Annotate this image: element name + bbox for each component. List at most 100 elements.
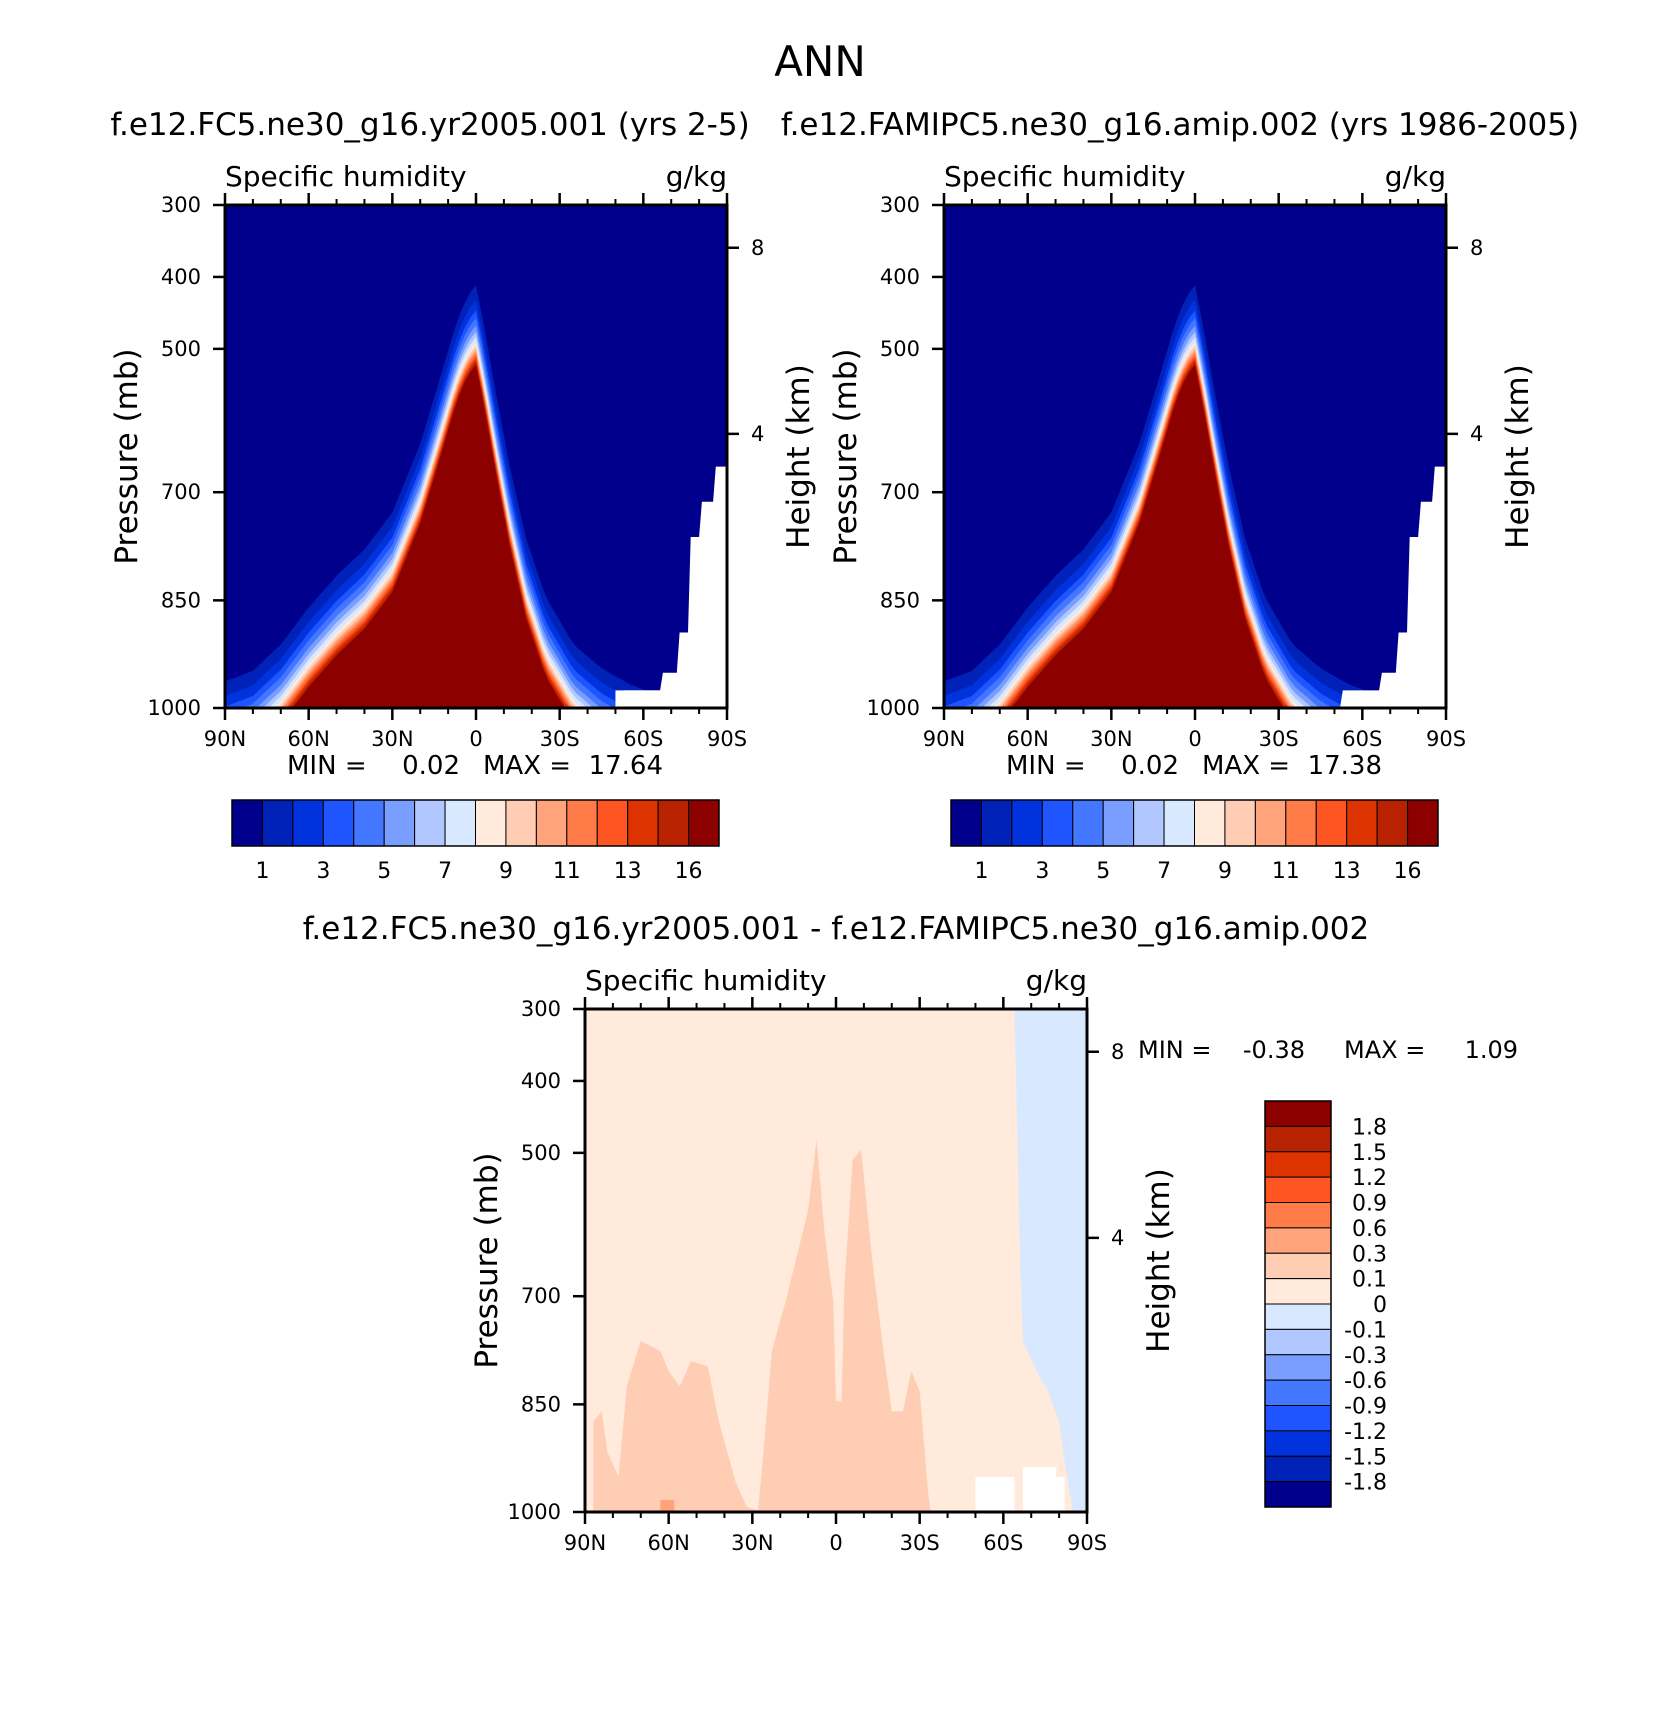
y-tick-label: 1000	[148, 696, 201, 720]
colorbar-swatch	[1264, 1328, 1332, 1356]
colorbar-label: -0.6	[1344, 1369, 1387, 1394]
colorbar-label: -0.9	[1344, 1395, 1387, 1420]
colorbar-label: 1.2	[1352, 1166, 1387, 1191]
y-tick-label: 500	[161, 337, 201, 361]
x-tick-label: 90N	[204, 727, 246, 751]
min-label: MIN =	[1138, 1036, 1211, 1064]
colorbar-label: 7	[1157, 859, 1171, 884]
surface-mask	[1306, 466, 1446, 708]
colorbar-swatch	[688, 799, 720, 847]
min-value: -0.38	[1243, 1036, 1305, 1064]
y2-tick-label: 8	[1470, 236, 1483, 260]
y-axis-label: Pressure (mb)	[828, 348, 864, 564]
x-tick-label: 0	[469, 727, 482, 751]
colorbar-swatch	[1346, 799, 1378, 847]
y-tick-label: 850	[521, 1392, 561, 1416]
min-label: MIN =	[1006, 751, 1086, 781]
colorbar-swatch	[1133, 799, 1165, 847]
colorbar-swatch	[1011, 799, 1043, 847]
panel-units-label: g/kg	[666, 160, 727, 193]
contour-band	[1014, 1009, 1087, 1512]
colorbar-swatch	[1264, 1227, 1332, 1254]
y-tick-label: 700	[880, 480, 920, 504]
colorbar-swatch	[1376, 799, 1409, 847]
colorbar-swatch	[1264, 1125, 1332, 1153]
x-tick-label: 60S	[623, 727, 663, 751]
colorbar-swatch	[1163, 799, 1195, 847]
colorbar-swatch	[1315, 799, 1348, 847]
colorbar-label: 0.9	[1352, 1192, 1387, 1217]
colorbar-swatch	[1285, 799, 1317, 847]
colorbar-label: -1.8	[1344, 1471, 1387, 1496]
colorbar-swatch	[1194, 799, 1226, 847]
panel-title: f.e12.FAMIPC5.ne30_g16.amip.002 (yrs 198…	[781, 107, 1579, 143]
y-tick-label: 300	[161, 193, 201, 217]
colorbar-swatch	[231, 799, 263, 847]
surface-mask	[587, 466, 727, 708]
colorbar-swatch	[1407, 799, 1439, 847]
plot-panel-1: f.e12.FC5.ne30_g16.yr2005.001 (yrs 2-5) S…	[109, 107, 817, 884]
x-tick-label: 30N	[1090, 727, 1132, 751]
colorbar-swatch	[1264, 1354, 1332, 1381]
surface-mask	[615, 690, 661, 708]
colorbar-swatch	[566, 799, 598, 847]
colorbar-label: 1	[255, 859, 269, 884]
colorbar-label: 13	[1333, 859, 1361, 884]
colorbar-frame	[231, 799, 720, 847]
colorbar-swatch	[505, 799, 537, 847]
colorbar-label: -0.1	[1344, 1318, 1387, 1343]
colorbar-swatch	[1264, 1303, 1332, 1330]
x-tick-label: 60N	[647, 1531, 689, 1555]
colorbar-label: 16	[675, 859, 703, 884]
colorbar-swatch	[1264, 1176, 1332, 1203]
colorbar-swatch	[383, 799, 416, 847]
x-tick-label: 30S	[540, 727, 580, 751]
x-tick-label: 30S	[900, 1531, 940, 1555]
y-tick-label: 500	[880, 337, 920, 361]
max-label: MAX =	[1202, 751, 1290, 781]
colorbar-swatch	[535, 799, 568, 847]
colorbar-label: 1	[974, 859, 988, 884]
max-value: 17.64	[589, 751, 663, 781]
x-tick-label: 90S	[1067, 1531, 1107, 1555]
y2-tick-label: 8	[1111, 1040, 1124, 1064]
panel-left-label: Specific humidity	[225, 160, 467, 193]
colorbar-label: -1.2	[1344, 1420, 1387, 1445]
min-label: MIN =	[287, 751, 367, 781]
y2-axis-label: Height (km)	[1500, 364, 1536, 549]
surface-mask	[1022, 1467, 1057, 1512]
x-tick-label: 30N	[371, 727, 413, 751]
y-tick-label: 400	[521, 1069, 561, 1093]
min-value: 0.02	[402, 751, 460, 781]
contour-field	[944, 205, 1446, 708]
y-tick-label: 400	[161, 265, 201, 289]
x-tick-label: 90S	[1426, 727, 1466, 751]
contour-field	[225, 205, 727, 708]
colorbar-label: 5	[1096, 859, 1110, 884]
contour-band	[660, 1500, 675, 1512]
colorbar-label: 0.6	[1352, 1217, 1387, 1242]
y-tick-label: 1000	[867, 696, 920, 720]
max-label: MAX =	[483, 751, 571, 781]
panel-units-label: g/kg	[1026, 964, 1087, 997]
max-label: MAX =	[1344, 1036, 1425, 1064]
colorbar-label: 0.3	[1352, 1242, 1387, 1267]
colorbar: 1.81.51.20.90.60.30.10-0.1-0.3-0.6-0.9-1…	[1264, 1100, 1387, 1508]
colorbar-swatch	[1264, 1252, 1332, 1280]
colorbar-swatch	[1264, 1430, 1332, 1457]
colorbar-swatch	[657, 799, 690, 847]
colorbar: 1 3 5 7 9 11 13 16	[950, 799, 1439, 884]
colorbar-swatch	[1254, 799, 1287, 847]
contour-field	[585, 1009, 1087, 1512]
plot-panel-2: f.e12.FAMIPC5.ne30_g16.amip.002 (yrs 198…	[781, 107, 1579, 884]
plot-panel-3: f.e12.FC5.ne30_g16.yr2005.001 - f.e12.FA…	[303, 911, 1518, 1555]
x-tick-label: 60N	[1006, 727, 1048, 751]
colorbar-swatch	[1264, 1481, 1332, 1508]
x-tick-label: 90N	[923, 727, 965, 751]
x-tick-label: 30N	[731, 1531, 773, 1555]
colorbar-swatch	[414, 799, 446, 847]
panel-title: f.e12.FC5.ne30_g16.yr2005.001 - f.e12.FA…	[303, 911, 1370, 947]
colorbar-label: 11	[553, 859, 581, 884]
y-tick-label: 300	[521, 997, 561, 1021]
colorbar-swatch	[1264, 1405, 1332, 1432]
